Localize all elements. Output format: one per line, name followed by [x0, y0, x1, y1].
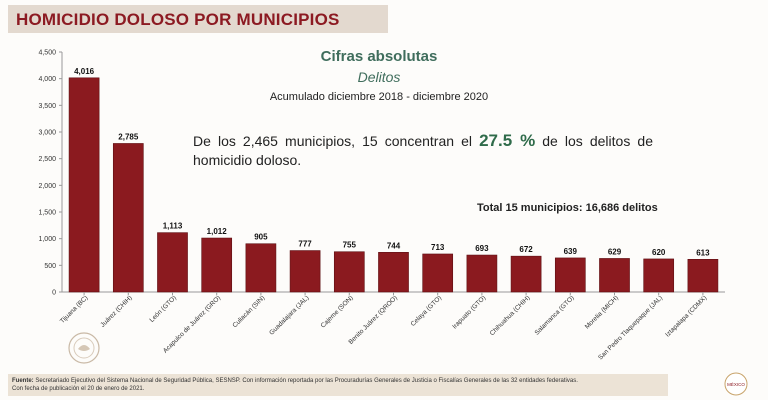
- bar: [466, 254, 498, 293]
- bar: [68, 77, 100, 293]
- bar: [510, 255, 542, 293]
- y-tick-label: 2,000: [38, 183, 56, 190]
- bar: [201, 237, 233, 293]
- seal-emblem-icon: [68, 332, 100, 364]
- bar-value-label: 620: [652, 248, 666, 257]
- total-label: Total 15 municipios: 16,686 delitos: [477, 202, 658, 214]
- title-banner: [8, 5, 388, 33]
- x-category-label: Celaya (GTO): [410, 294, 443, 327]
- x-category-label: Iztapalapa (CDMX): [664, 294, 708, 338]
- x-category-label: Culiacán (SIN): [231, 294, 266, 329]
- y-tick-label: 4,500: [38, 50, 56, 57]
- stat-highlight: 27.5 %: [479, 131, 536, 150]
- stat-pre: De los 2,465 municipios, 15 concentran e…: [193, 133, 480, 149]
- bar-value-label: 755: [343, 241, 357, 250]
- subtitle-line2: Delitos: [357, 69, 401, 85]
- footer-band: [8, 374, 668, 396]
- footer-source-label: Fuente:: [12, 378, 34, 384]
- bar-value-label: 693: [475, 244, 489, 253]
- x-category-label: Juárez (CHIH): [99, 294, 133, 328]
- bar-value-label: 629: [608, 247, 622, 256]
- bar-value-label: 613: [696, 248, 710, 257]
- footer-date-text: Con fecha de publicación el 20 de enero …: [12, 386, 145, 392]
- y-tick-label: 1,000: [38, 236, 56, 243]
- x-category-label: Cajeme (SON): [320, 294, 355, 329]
- bar-value-label: 1,113: [163, 222, 183, 231]
- page-title: HOMICIDIO DOLOSO POR MUNICIPIOS: [16, 10, 340, 29]
- bar: [245, 243, 277, 293]
- y-tick-label: 3,500: [38, 103, 56, 110]
- bar-value-label: 1,012: [207, 227, 228, 236]
- stat-paragraph: De los 2,465 municipios, 15 concentran e…: [193, 131, 653, 170]
- bar: [643, 258, 675, 293]
- bar: [289, 250, 321, 293]
- stat-post: de los delitos de homicidio doloso.: [193, 133, 653, 168]
- x-category-label: Guadalajara (JAL): [268, 294, 310, 336]
- footer-source-text: Secretariado Ejecutivo del Sistema Nacio…: [35, 378, 578, 384]
- bar-value-label: 639: [564, 247, 578, 256]
- y-tick-label: 4,000: [38, 76, 56, 83]
- bar: [333, 251, 365, 293]
- x-category-label: Chihuahua (CHIH): [489, 294, 532, 337]
- y-tick-label: 1,500: [38, 210, 56, 217]
- subtitle-line3: Acumulado diciembre 2018 - diciembre 202…: [269, 91, 489, 103]
- right-seal-text: MÉXICO: [727, 381, 745, 387]
- bar: [422, 253, 454, 293]
- bar-value-label: 2,785: [118, 132, 139, 141]
- bar: [378, 252, 409, 293]
- bar: [157, 232, 188, 293]
- bar-value-label: 713: [431, 243, 445, 252]
- x-category-label: Benito Juárez (QROO): [347, 294, 398, 345]
- bar-value-label: 744: [387, 241, 401, 250]
- bar: [112, 143, 144, 293]
- x-category-label: Irapuato (GTO): [451, 294, 487, 330]
- bar: [599, 258, 630, 293]
- bar-value-label: 672: [519, 245, 533, 254]
- bar-value-label: 777: [298, 240, 312, 249]
- government-seal-icon: MÉXICO: [724, 372, 748, 396]
- y-tick-label: 2,500: [38, 156, 56, 163]
- y-tick-label: 0: [52, 290, 56, 297]
- bar-value-label: 905: [254, 233, 268, 242]
- y-tick-label: 3,000: [38, 130, 56, 137]
- bar-value-label: 4,016: [74, 67, 95, 76]
- x-category-label: Tijuana (BC): [59, 294, 90, 325]
- x-category-label: León (GTO): [149, 294, 178, 323]
- subtitle-line1: Cifras absolutas: [320, 48, 438, 65]
- y-tick-label: 500: [44, 263, 56, 270]
- footer-source: Fuente: Secretariado Ejecutivo del Siste…: [12, 377, 662, 393]
- bar: [554, 257, 586, 293]
- x-category-label: Salamanca (GTO): [534, 294, 576, 336]
- x-category-label: Morelia (MICH): [584, 294, 620, 330]
- bar: [687, 259, 719, 293]
